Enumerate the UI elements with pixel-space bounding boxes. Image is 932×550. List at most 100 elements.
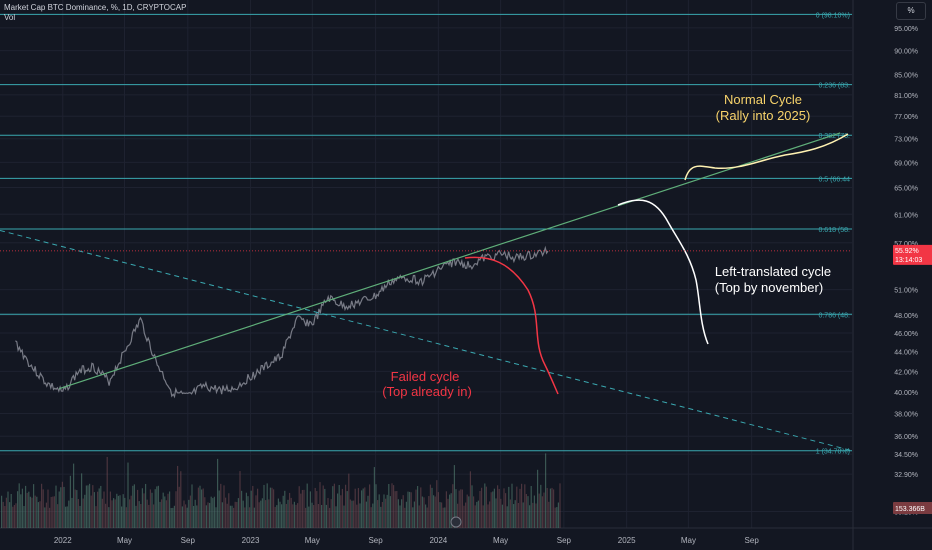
volume-bar	[501, 504, 503, 528]
volume-bar	[89, 483, 91, 528]
volume-bar	[271, 487, 273, 528]
volume-bar	[340, 495, 342, 528]
volume-bar	[261, 498, 263, 528]
volume-bar	[549, 488, 551, 528]
volume-bar	[325, 504, 327, 528]
volume-bar	[548, 501, 550, 528]
volume-bar	[533, 495, 535, 528]
left-cycle-title: Left-translated cycle	[715, 264, 831, 279]
volume-bar	[164, 496, 166, 528]
volume-bar	[335, 506, 337, 528]
volume-bar	[159, 501, 161, 528]
time-axis-tick: Sep	[181, 536, 196, 545]
price-axis-tick: 48.00%	[894, 313, 918, 320]
volume-bar	[55, 485, 57, 528]
volume-bar	[458, 490, 460, 528]
percent-scale-button[interactable]: %	[896, 2, 926, 20]
volume-bar	[415, 489, 417, 528]
volume-bar	[29, 496, 31, 528]
volume-bar	[130, 495, 132, 528]
volume-bar	[234, 501, 236, 528]
volume-bar	[465, 502, 467, 528]
volume-bar	[260, 500, 262, 528]
volume-bar	[220, 483, 222, 528]
volume-bar	[551, 487, 553, 528]
volume-bar	[482, 505, 484, 528]
volume-bar	[245, 492, 247, 528]
volume-bar	[119, 495, 121, 528]
volume-bar	[535, 503, 537, 528]
volume-bar	[503, 488, 505, 528]
volume-bar	[505, 493, 507, 528]
price-axis-tick: 57.00%	[894, 241, 918, 248]
volume-bar	[487, 504, 489, 528]
volume-bar	[215, 507, 217, 528]
volume-bar	[337, 493, 339, 528]
volume-bar	[185, 504, 187, 528]
volume-bar	[412, 507, 414, 528]
volume-bar	[247, 496, 249, 528]
volume-bar	[332, 486, 334, 528]
volume-bar	[341, 488, 343, 528]
volume-bar	[162, 492, 164, 528]
volume-bar	[361, 490, 363, 528]
volume-bar	[498, 488, 500, 528]
volume-bar	[71, 497, 73, 528]
volume-bar	[345, 484, 347, 528]
normal-cycle-subtitle: (Rally into 2025)	[716, 108, 811, 123]
volume-bar	[468, 496, 470, 528]
volume-bar	[193, 505, 195, 528]
volume-bar	[105, 503, 107, 528]
price-axis-tick: 32.90%	[894, 472, 918, 479]
volume-bar	[196, 505, 198, 528]
volume-bar	[297, 503, 299, 528]
volume-bar	[204, 497, 206, 528]
volume-bar	[553, 489, 555, 528]
volume-bar	[324, 488, 326, 528]
volume-bar	[189, 495, 191, 528]
volume-bar	[372, 503, 374, 528]
volume-bar	[538, 493, 540, 528]
volume-bar	[169, 491, 171, 528]
price-axis-tick: 90.00%	[894, 49, 918, 56]
volume-bar	[466, 494, 468, 528]
replay-icon[interactable]	[450, 516, 462, 528]
volume-bar	[143, 493, 145, 528]
volume-bar	[317, 503, 319, 528]
volume-bar	[290, 497, 292, 528]
volume-bar	[367, 495, 369, 528]
price-axis-tick: 81.00%	[894, 93, 918, 100]
volume-bar	[418, 505, 420, 528]
volume-bar	[28, 491, 30, 528]
volume-bar	[369, 484, 371, 528]
volume-bar	[111, 500, 113, 528]
volume-bar	[47, 489, 49, 528]
volume-bar	[60, 487, 62, 528]
volume-bar	[268, 499, 270, 528]
price-axis-tick: 40.00%	[894, 390, 918, 397]
volume-bar	[258, 502, 260, 528]
volume-bar	[441, 502, 443, 528]
price-axis-tick: 73.00%	[894, 137, 918, 144]
volume-bar	[186, 507, 188, 528]
volume-bar	[492, 491, 494, 528]
volume-bar	[79, 505, 81, 528]
volume-bar	[50, 496, 52, 528]
volume-bar	[42, 489, 44, 528]
volume-bar	[116, 493, 118, 528]
volume-bar	[273, 489, 275, 528]
volume-bar	[540, 484, 542, 528]
volume-bar	[157, 485, 159, 528]
volume-bar	[218, 490, 220, 528]
volume-bar	[98, 488, 100, 528]
volume-bar	[445, 491, 447, 528]
time-axis-tick: 2024	[429, 536, 447, 545]
volume-bar	[279, 501, 281, 528]
price-axis-tick: 44.00%	[894, 350, 918, 357]
volume-bar	[425, 504, 427, 528]
volume-bar	[521, 483, 523, 528]
volume-bar	[194, 499, 196, 528]
volume-bar	[300, 493, 302, 528]
volume-bar	[148, 504, 150, 528]
